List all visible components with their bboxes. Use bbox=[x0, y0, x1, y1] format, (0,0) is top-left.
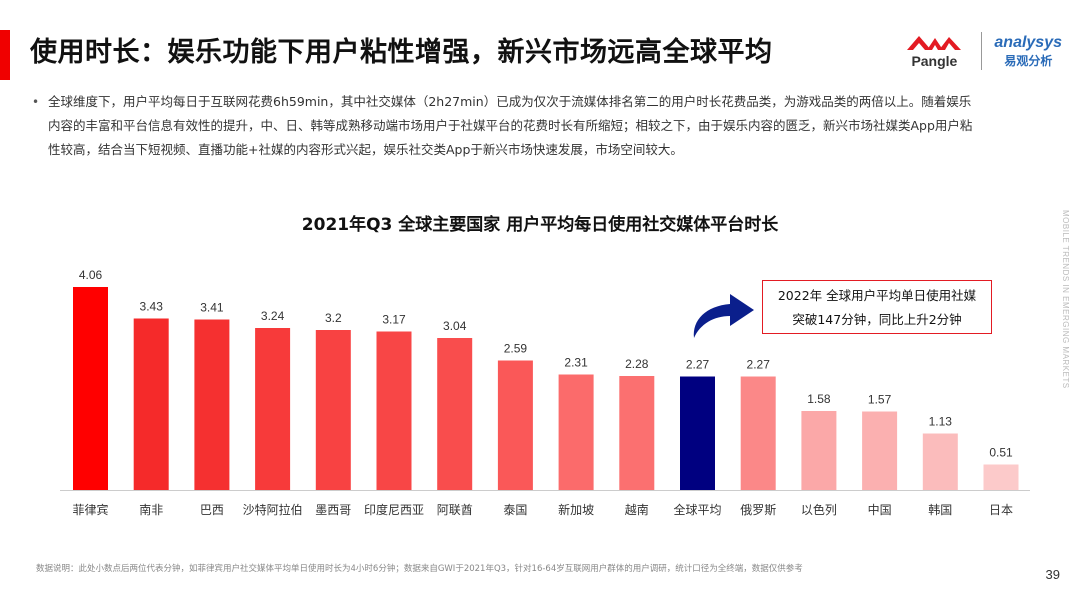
category-label: 日本 bbox=[989, 503, 1013, 517]
bar-14 bbox=[922, 433, 958, 490]
category-label: 中国 bbox=[868, 502, 892, 517]
pangle-logo: Pangle bbox=[899, 34, 969, 69]
analysys-logo-en: analysys bbox=[994, 33, 1062, 51]
bar-3 bbox=[255, 328, 291, 490]
bar-value-label: 3.2 bbox=[325, 311, 342, 325]
bar-value-label: 2.27 bbox=[747, 358, 771, 372]
bar-value-label: 4.06 bbox=[79, 268, 103, 282]
bar-value-label: 1.58 bbox=[807, 392, 831, 406]
page-title: 使用时长：娱乐功能下用户粘性增强，新兴市场远高全球平均 bbox=[30, 37, 773, 68]
bar-value-label: 3.24 bbox=[261, 309, 285, 323]
annotation-line2: 突破147分钟，同比上升2分钟 bbox=[792, 312, 962, 327]
category-label: 新加坡 bbox=[558, 502, 594, 517]
bar-2 bbox=[194, 319, 230, 490]
chart-title: 2021年Q3 全球主要国家 用户平均每日使用社交媒体平台时长 bbox=[301, 215, 779, 235]
category-label: 菲律宾 bbox=[72, 502, 108, 517]
analysys-logo-cn: 易观分析 bbox=[1004, 53, 1053, 68]
bar-value-label: 1.13 bbox=[929, 415, 953, 429]
category-label: 阿联酋 bbox=[437, 502, 473, 517]
bar-value-label: 3.04 bbox=[443, 319, 467, 333]
analysys-logo: analysys 易观分析 bbox=[994, 34, 1062, 69]
annotation-line1: 2022年 全球用户平均单日使用社媒 bbox=[777, 288, 977, 303]
side-vertical-text: MOBILE TRENDS IN EMERGING MARKETS bbox=[1061, 210, 1070, 389]
logo-area: Pangle analysys 易观分析 bbox=[899, 30, 1062, 72]
annotation-box: 2022年 全球用户平均单日使用社媒 突破147分钟，同比上升2分钟 bbox=[762, 280, 992, 334]
category-label: 墨西哥 bbox=[315, 503, 351, 517]
bar-0 bbox=[73, 287, 108, 490]
category-label: 俄罗斯 bbox=[740, 503, 776, 517]
category-label: 越南 bbox=[625, 502, 649, 517]
bar-7 bbox=[497, 360, 533, 490]
bar-value-label: 3.43 bbox=[140, 300, 164, 314]
category-label: 印度尼西亚 bbox=[364, 502, 424, 517]
bar-13 bbox=[862, 411, 898, 490]
bar-6 bbox=[437, 338, 473, 490]
category-label: 以色列 bbox=[801, 503, 837, 517]
bar-value-label: 3.17 bbox=[382, 313, 406, 327]
footnote: 数据说明：此处小数点后两位代表分钟，如菲律宾用户社交媒体平均单日使用时长为4小时… bbox=[36, 564, 803, 574]
category-label: 全球平均 bbox=[673, 502, 721, 517]
bar-9 bbox=[619, 376, 655, 490]
bar-1 bbox=[133, 318, 169, 490]
trend-arrow-icon bbox=[693, 294, 754, 338]
bar-value-label: 0.51 bbox=[989, 446, 1013, 460]
logo-divider bbox=[981, 32, 983, 70]
bar-15 bbox=[983, 464, 1019, 490]
category-label: 沙特阿拉伯 bbox=[243, 502, 303, 517]
intro-paragraph: 全球维度下，用户平均每日于互联网花费6h59min，其中社交媒体（2h27min… bbox=[48, 94, 973, 157]
bar-11 bbox=[740, 376, 776, 490]
bar-12 bbox=[801, 411, 837, 490]
pangle-logo-text: Pangle bbox=[911, 52, 958, 69]
bar-8 bbox=[558, 374, 594, 490]
accent-bar bbox=[0, 30, 10, 80]
bullet-icon: • bbox=[32, 95, 40, 109]
bar-value-label: 3.41 bbox=[200, 301, 224, 315]
category-label: 巴西 bbox=[200, 503, 224, 517]
bar-10 bbox=[680, 376, 715, 490]
category-label: 韩国 bbox=[928, 502, 952, 517]
bar-value-label: 2.28 bbox=[625, 357, 649, 371]
pangle-icon bbox=[907, 35, 962, 50]
bar-value-label: 1.57 bbox=[868, 393, 892, 407]
bar-4 bbox=[315, 330, 351, 490]
page-number: 39 bbox=[1045, 567, 1060, 582]
bar-value-label: 2.59 bbox=[504, 342, 528, 356]
bar-value-label: 2.31 bbox=[564, 356, 588, 370]
category-label: 南非 bbox=[139, 502, 163, 517]
bar-5 bbox=[376, 331, 412, 490]
category-label: 泰国 bbox=[503, 503, 527, 517]
bar-value-label: 2.27 bbox=[686, 358, 710, 372]
